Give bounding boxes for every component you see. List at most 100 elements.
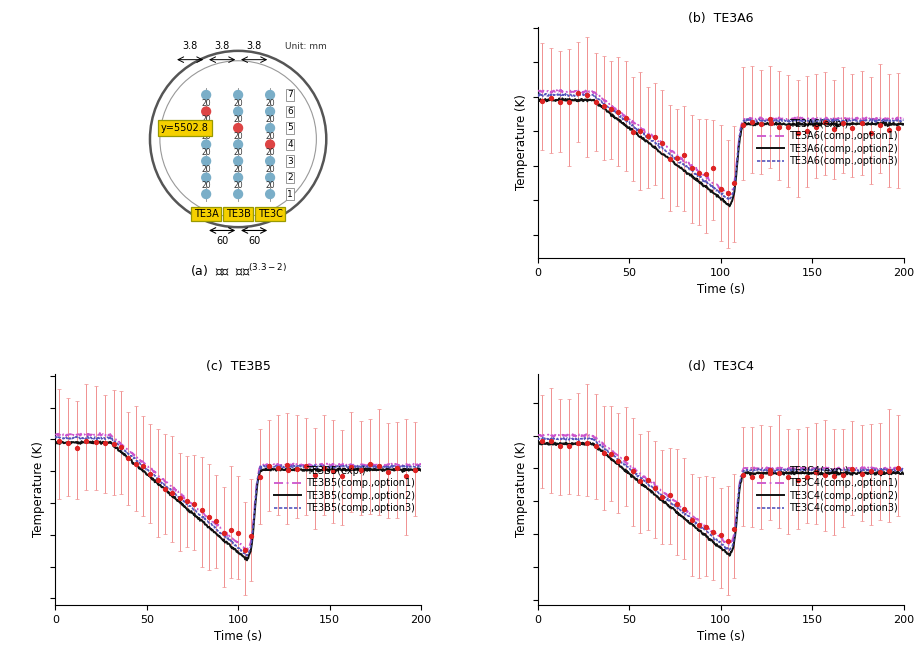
Legend: TE3C4(exp.), TE3C4(comp.,option1), TE3C4(comp.,option2), TE3C4(comp.,option3): TE3C4(exp.), TE3C4(comp.,option1), TE3C4… bbox=[753, 462, 902, 517]
TE3B5(exp.) bbox=[72, 444, 83, 452]
TE3C4(comp.,option3) bbox=[898, 466, 909, 474]
Title: (b)  TE3A6: (b) TE3A6 bbox=[688, 13, 753, 25]
TE3A6(exp.) bbox=[656, 139, 668, 147]
TE3C4(comp.,option3) bbox=[558, 434, 569, 442]
TE3A6(exp.) bbox=[664, 155, 675, 163]
TE3A6(comp.,option1) bbox=[809, 115, 820, 123]
Text: 20: 20 bbox=[233, 148, 242, 158]
TE3B5(comp.,option1) bbox=[115, 440, 126, 448]
Line: TE3A6(comp.,option1): TE3A6(comp.,option1) bbox=[538, 90, 904, 196]
TE3A6(comp.,option3) bbox=[749, 117, 760, 125]
TE3B5(exp.) bbox=[108, 440, 119, 448]
TE3C4(exp.) bbox=[874, 467, 885, 475]
TE3B5(comp.,option1) bbox=[266, 460, 278, 468]
TE3C4(exp.) bbox=[591, 442, 602, 450]
Text: 20: 20 bbox=[266, 182, 275, 190]
Text: 60: 60 bbox=[248, 236, 260, 246]
Text: 20: 20 bbox=[201, 148, 211, 158]
Text: 3: 3 bbox=[287, 156, 293, 166]
Text: 4: 4 bbox=[287, 140, 293, 149]
Line: TE3C4(exp.): TE3C4(exp.) bbox=[539, 439, 900, 543]
TE3A6(exp.) bbox=[715, 186, 727, 194]
TE3C4(exp.) bbox=[621, 454, 632, 462]
Circle shape bbox=[202, 140, 210, 149]
Title: (c)  TE3B5: (c) TE3B5 bbox=[206, 360, 270, 372]
Circle shape bbox=[233, 190, 242, 199]
TE3B5(exp.) bbox=[204, 513, 215, 521]
TE3B5(comp.,option1) bbox=[416, 461, 427, 469]
TE3C4(exp.) bbox=[582, 440, 593, 448]
Text: 3.8: 3.8 bbox=[246, 41, 262, 51]
TE3B5(exp.) bbox=[225, 525, 236, 533]
TE3B5(comp.,option2) bbox=[145, 473, 156, 481]
TE3C4(exp.) bbox=[664, 491, 675, 499]
TE3A6(comp.,option1) bbox=[627, 117, 638, 125]
TE3A6(exp.) bbox=[774, 122, 785, 130]
TE3A6(comp.,option1) bbox=[597, 95, 609, 103]
Y-axis label: Temperature (K): Temperature (K) bbox=[514, 94, 527, 190]
TE3A6(exp.) bbox=[728, 179, 739, 187]
TE3C4(exp.) bbox=[801, 473, 812, 481]
TE3A6(comp.,option3) bbox=[534, 89, 545, 97]
Text: 20: 20 bbox=[233, 132, 242, 141]
TE3B5(exp.) bbox=[310, 471, 321, 479]
TE3A6(exp.) bbox=[810, 123, 822, 131]
TE3C4(exp.) bbox=[679, 505, 690, 513]
TE3C4(exp.) bbox=[656, 493, 668, 501]
TE3A6(exp.) bbox=[708, 164, 719, 172]
TE3A6(exp.) bbox=[693, 169, 704, 177]
TE3A6(exp.) bbox=[892, 124, 904, 132]
TE3C4(comp.,option2) bbox=[597, 448, 609, 456]
TE3A6(exp.) bbox=[723, 189, 734, 197]
X-axis label: Time (s): Time (s) bbox=[697, 630, 745, 644]
TE3A6(comp.,option1) bbox=[556, 86, 567, 94]
Text: y=5502.8: y=5502.8 bbox=[161, 123, 209, 133]
TE3A6(comp.,option2) bbox=[597, 104, 609, 112]
TE3C4(comp.,option1) bbox=[778, 465, 789, 473]
Text: 20: 20 bbox=[266, 148, 275, 158]
TE3C4(exp.) bbox=[738, 471, 749, 479]
Text: 20: 20 bbox=[233, 115, 242, 124]
TE3B5(exp.) bbox=[123, 454, 134, 462]
TE3C4(comp.,option3) bbox=[627, 467, 638, 475]
Line: TE3B5(exp.): TE3B5(exp.) bbox=[57, 440, 418, 552]
TE3B5(comp.,option2) bbox=[416, 467, 427, 475]
TE3B5(exp.) bbox=[196, 506, 207, 514]
TE3C4(exp.) bbox=[755, 471, 766, 479]
TE3C4(exp.) bbox=[634, 477, 645, 485]
TE3C4(exp.) bbox=[838, 471, 849, 479]
TE3C4(comp.,option1) bbox=[699, 521, 710, 529]
TE3C4(exp.) bbox=[536, 437, 547, 445]
Line: TE3B5(comp.,option2): TE3B5(comp.,option2) bbox=[55, 442, 421, 561]
TE3C4(exp.) bbox=[693, 521, 704, 529]
X-axis label: Time (s): Time (s) bbox=[214, 630, 262, 644]
Circle shape bbox=[202, 173, 210, 182]
Text: 20: 20 bbox=[201, 132, 211, 141]
TE3C4(comp.,option2) bbox=[724, 552, 735, 560]
TE3B5(exp.) bbox=[53, 438, 65, 446]
TE3B5(comp.,option2) bbox=[242, 557, 253, 565]
Circle shape bbox=[233, 157, 242, 166]
TE3B5(comp.,option2) bbox=[266, 465, 278, 473]
TE3A6(exp.) bbox=[792, 129, 803, 137]
TE3C4(exp.) bbox=[865, 467, 876, 475]
Legend: TE3B5(exp.), TE3B5(comp.,option1), TE3B5(comp.,option2), TE3B5(comp.,option3): TE3B5(exp.), TE3B5(comp.,option1), TE3B5… bbox=[270, 462, 419, 517]
TE3C4(exp.) bbox=[774, 469, 785, 477]
TE3C4(comp.,option2) bbox=[534, 438, 545, 446]
TE3C4(comp.,option1) bbox=[581, 430, 592, 438]
TE3C4(exp.) bbox=[829, 472, 840, 480]
Circle shape bbox=[202, 190, 210, 199]
TE3B5(comp.,option2) bbox=[76, 438, 87, 446]
Circle shape bbox=[266, 173, 275, 182]
TE3B5(exp.) bbox=[210, 517, 221, 525]
TE3A6(exp.) bbox=[536, 97, 547, 105]
Y-axis label: Temperature (K): Temperature (K) bbox=[32, 442, 45, 537]
TE3B5(exp.) bbox=[318, 464, 329, 472]
TE3C4(exp.) bbox=[783, 473, 794, 481]
TE3B5(exp.) bbox=[167, 489, 178, 497]
TE3B5(comp.,option1) bbox=[295, 461, 306, 469]
Circle shape bbox=[233, 140, 242, 149]
TE3A6(exp.) bbox=[783, 123, 794, 131]
TE3C4(exp.) bbox=[764, 469, 775, 477]
TE3B5(comp.,option1) bbox=[94, 429, 105, 437]
